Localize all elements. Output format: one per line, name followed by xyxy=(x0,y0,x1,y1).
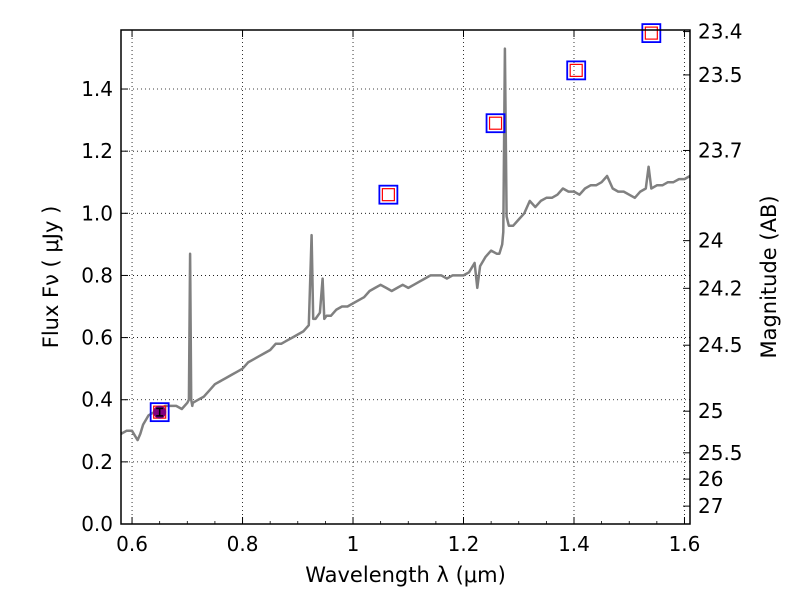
photometry-point-blue xyxy=(149,402,170,423)
y-tick-label: 0.4 xyxy=(81,388,113,412)
y-tick-label: 0.0 xyxy=(81,512,113,536)
photometry-point-red xyxy=(381,188,395,202)
photometry-point-red xyxy=(488,116,503,130)
mag-tick-label: 23.4 xyxy=(698,20,743,44)
photometry-point-red xyxy=(644,26,658,40)
y-tick-label: 1.4 xyxy=(81,77,113,101)
photometry-point-blue xyxy=(641,23,662,44)
plot-area xyxy=(120,23,691,442)
x-tick-label: 0.8 xyxy=(227,532,259,556)
y-tick-label: 1.2 xyxy=(81,139,113,163)
y-tick-label: 0.8 xyxy=(81,263,113,287)
mag-tick-label: 24.2 xyxy=(698,276,743,300)
y-axis-title-left: Flux Fν ( μJy ) xyxy=(39,206,63,349)
x-axis-title: Wavelength λ (μm) xyxy=(305,563,506,587)
y-tick-label: 1.0 xyxy=(81,201,113,225)
photometry-point-red xyxy=(569,63,583,77)
y-axis-title-right: Magnitude (AB) xyxy=(757,195,781,358)
x-tick-label: 1.2 xyxy=(448,532,480,556)
mag-tick-label: 24 xyxy=(698,229,723,253)
mag-tick-label: 27 xyxy=(698,494,723,518)
axes-ticks: 0.6 0.8 1 1.2 1.4 1.6 0.0 0.2 0.4 0.6 0.8 1.0 1.2 1.4… xyxy=(81,20,742,556)
grid xyxy=(121,30,690,525)
x-tick-label: 1.4 xyxy=(558,532,590,556)
spectrum-line xyxy=(120,47,691,442)
plot-frame xyxy=(120,29,691,525)
x-tick-label: 1.6 xyxy=(669,532,701,556)
mag-tick-label: 25.5 xyxy=(698,441,743,465)
mag-tick-label: 24.5 xyxy=(698,333,743,357)
y-tick-label: 0.6 xyxy=(81,326,113,350)
photometry-point-blue xyxy=(566,60,587,81)
mag-tick-label: 26 xyxy=(698,467,723,491)
photometry-point-blue xyxy=(485,113,506,134)
mag-tick-label: 23.7 xyxy=(698,138,743,162)
mag-tick-label: 25 xyxy=(698,399,723,423)
y-tick-label: 0.2 xyxy=(81,450,113,474)
x-tick-label: 1 xyxy=(347,532,360,556)
photometry-point-blue xyxy=(378,184,399,205)
x-tick-label: 0.6 xyxy=(116,532,148,556)
mag-tick-label: 23.5 xyxy=(698,63,743,87)
